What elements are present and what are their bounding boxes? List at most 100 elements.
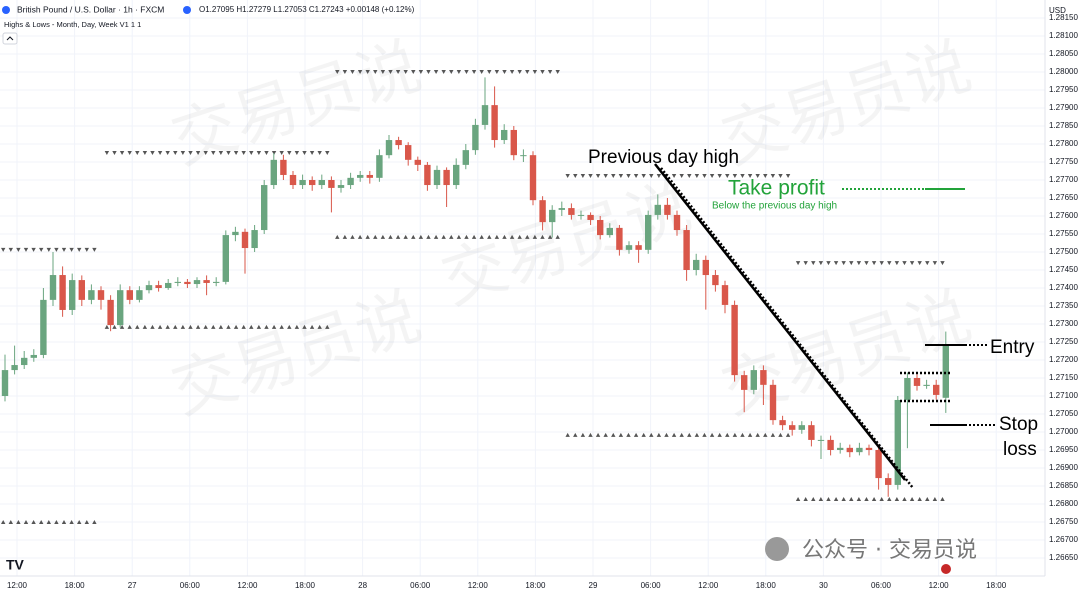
candle-body [213, 281, 220, 283]
level-marker [150, 324, 155, 329]
level-marker [233, 151, 239, 155]
level-marker [135, 151, 140, 155]
level-marker [826, 261, 831, 266]
level-marker [785, 432, 791, 437]
level-marker [917, 261, 922, 266]
candle-body [645, 214, 652, 250]
level-marker [611, 174, 616, 179]
candle-body [683, 230, 690, 270]
x-tick-label: 18:00 [525, 581, 546, 590]
x-tick-label: 06:00 [410, 581, 431, 590]
level-marker [641, 174, 646, 179]
level-marker [441, 70, 446, 74]
level-marker [694, 174, 700, 179]
level-marker [618, 174, 624, 179]
level-marker [287, 151, 292, 155]
level-marker [740, 174, 745, 179]
candle-body [385, 140, 393, 156]
level-marker [411, 234, 416, 239]
y-tick-label: 1.26850 [1049, 481, 1078, 490]
level-marker [203, 324, 208, 329]
level-marker [69, 520, 74, 524]
candle-body [30, 354, 37, 358]
level-marker [180, 324, 186, 329]
level-marker [532, 70, 538, 74]
y-tick-label: 1.26700 [1049, 535, 1078, 544]
level-marker [112, 324, 117, 329]
level-marker [325, 324, 330, 329]
candle-body [299, 180, 306, 186]
tv-logo: TV [6, 557, 25, 573]
level-marker [641, 432, 646, 437]
level-marker [61, 520, 67, 524]
candle-body [309, 180, 316, 186]
y-tick-label: 1.27300 [1049, 319, 1078, 328]
level-marker [380, 70, 386, 74]
x-tick-label: 12:00 [929, 581, 950, 590]
level-marker [841, 496, 846, 501]
candle-body [117, 290, 124, 326]
candle-body [193, 280, 201, 285]
axis-labels: 1.26650 1.26700 1.26750 1.26800 1.26850 1.269… [7, 13, 1078, 590]
level-marker [342, 234, 348, 239]
candle-body [107, 299, 114, 326]
level-marker [894, 496, 900, 501]
level-marker [725, 432, 730, 437]
previous-day-high-label: Previous day high [588, 147, 739, 168]
collapse-button[interactable] [2, 32, 18, 45]
candle-body [289, 174, 297, 186]
x-tick-label: 18:00 [295, 581, 316, 590]
level-marker [226, 151, 231, 155]
level-marker [925, 261, 930, 266]
candle-body [539, 200, 546, 223]
level-marker [509, 234, 515, 239]
level-marker [157, 324, 163, 329]
level-marker [740, 432, 745, 437]
level-marker [940, 496, 945, 501]
candle-body [501, 129, 508, 141]
take-profit-label: Take profit [728, 177, 825, 200]
level-marker [887, 496, 892, 501]
y-tick-label: 1.27950 [1049, 85, 1078, 94]
level-marker [135, 324, 140, 329]
level-marker [649, 432, 654, 437]
level-marker [342, 70, 348, 74]
level-marker [264, 151, 269, 155]
level-marker [357, 234, 363, 239]
level-marker [679, 432, 684, 437]
level-marker [365, 70, 370, 74]
level-marker [917, 496, 922, 501]
candle-body [577, 214, 585, 216]
y-tick-label: 1.27000 [1049, 427, 1078, 436]
level-marker [833, 261, 839, 266]
level-marker [104, 324, 110, 329]
level-marker [532, 234, 538, 239]
level-marker [525, 70, 530, 74]
x-tick-label: 12:00 [698, 581, 719, 590]
y-tick-label: 1.26800 [1049, 499, 1078, 508]
level-marker [8, 247, 13, 252]
level-marker [479, 234, 484, 239]
level-marker [573, 432, 578, 437]
level-marker [325, 151, 330, 155]
level-marker [16, 520, 21, 524]
level-marker [709, 174, 715, 179]
candle-body [136, 290, 143, 300]
candle-body [337, 185, 345, 188]
level-marker [909, 261, 915, 266]
candle-body [702, 259, 709, 276]
levels [1, 70, 945, 524]
level-marker [725, 174, 730, 179]
currency: USD [1049, 6, 1066, 15]
candle-body [347, 177, 354, 186]
level-marker [763, 174, 768, 179]
level-marker [39, 520, 44, 524]
y-tick-label: 1.27750 [1049, 157, 1078, 166]
level-marker [656, 432, 662, 437]
y-tick-label: 1.27450 [1049, 265, 1078, 274]
level-marker [233, 324, 239, 329]
level-marker [373, 70, 378, 74]
level-marker [555, 70, 560, 74]
level-marker [54, 247, 59, 252]
